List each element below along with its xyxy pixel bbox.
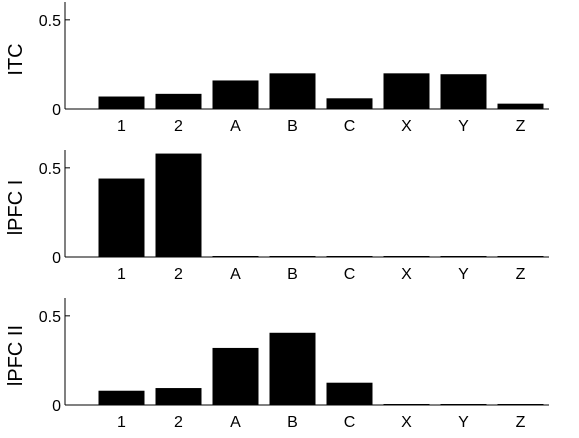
bar-X: [383, 73, 430, 109]
bar-1: [98, 390, 145, 405]
x-tick-label: X: [401, 266, 412, 283]
bar-C: [326, 382, 373, 405]
x-tick-label: Z: [516, 414, 526, 431]
x-tick-label: 1: [117, 118, 126, 135]
x-tick-label: Y: [458, 414, 469, 431]
bar-2: [155, 153, 202, 257]
x-tick-label: Z: [516, 118, 526, 135]
x-tick-label: X: [401, 414, 412, 431]
bar-B: [269, 332, 316, 405]
x-tick-label: C: [344, 118, 356, 135]
bar-B: [269, 73, 316, 109]
y-axis-label: lPFC I: [5, 180, 27, 236]
x-tick-label: B: [287, 118, 298, 135]
panel-itc: 0 0.5 1 2 A B C X Y Z ITC: [5, 2, 549, 135]
x-tick-label: B: [287, 414, 298, 431]
y-tick-label: 0.5: [39, 309, 61, 326]
bar-2: [155, 93, 202, 109]
x-tick-label: A: [230, 118, 241, 135]
y-axis-label: lPFC II: [5, 325, 27, 386]
y-axis-label: ITC: [5, 43, 27, 75]
x-tick-label: C: [344, 266, 356, 283]
x-tick-label: A: [230, 414, 241, 431]
bar-1: [98, 96, 145, 109]
x-tick-label: 2: [174, 118, 183, 135]
y-tick-label: 0: [52, 398, 61, 415]
x-tick-label: Y: [458, 266, 469, 283]
bar-2: [155, 388, 202, 405]
bar-1: [98, 178, 145, 257]
x-tick-label: C: [344, 414, 356, 431]
bar-C: [326, 98, 373, 109]
x-tick-label: Z: [516, 266, 526, 283]
x-tick-label: 1: [117, 414, 126, 431]
x-tick-label: 2: [174, 266, 183, 283]
x-tick-label: Y: [458, 118, 469, 135]
bar-Z: [497, 103, 544, 109]
y-tick-label: 0.5: [39, 161, 61, 178]
bar-Y: [440, 74, 487, 109]
y-tick-label: 0: [52, 102, 61, 119]
x-tick-label: X: [401, 118, 412, 135]
y-tick-label: 0: [52, 250, 61, 267]
x-tick-label: 1: [117, 266, 126, 283]
x-tick-label: 2: [174, 414, 183, 431]
x-tick-label: B: [287, 266, 298, 283]
x-tick-label: A: [230, 266, 241, 283]
y-tick-label: 0.5: [39, 13, 61, 30]
bar-A: [212, 80, 259, 109]
bar-A: [212, 347, 259, 405]
